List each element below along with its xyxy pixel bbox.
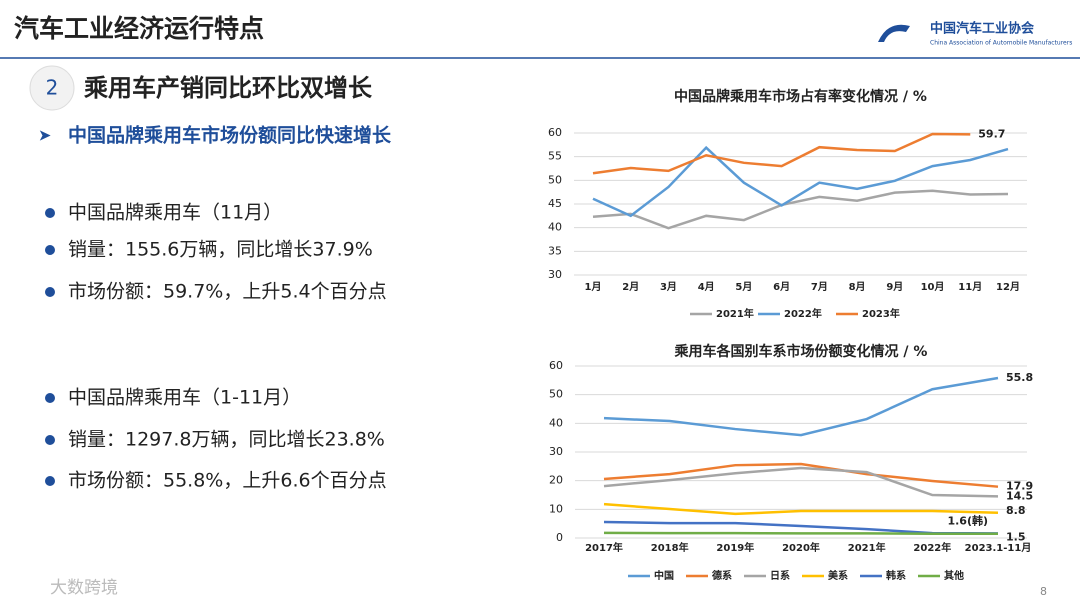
series-line [603, 376, 999, 437]
y-tick-label: 60 [549, 359, 563, 372]
series-line [592, 145, 1009, 218]
bullet-dot [45, 245, 55, 255]
bullet-text: 市场份额：59.7%，上升5.4个百分点 [68, 281, 387, 303]
x-tick-label: 3月 [660, 281, 677, 293]
x-tick-label: 2020年 [782, 541, 820, 554]
watermark: 大数跨境 [50, 578, 118, 598]
bullet-text: 中国品牌乘用车（11月） [68, 202, 282, 224]
subheading: 中国品牌乘用车市场份额同比快速增长 [68, 124, 392, 147]
bullet-dot [45, 208, 55, 218]
y-tick-label: 30 [549, 445, 563, 458]
bullet-text: 中国品牌乘用车（1-11月） [68, 387, 301, 409]
bullet-text: 销量：1297.8万辆，同比增长23.8% [68, 429, 385, 451]
y-tick-label: 55 [548, 150, 562, 163]
y-tick-label: 60 [548, 126, 562, 139]
series-line [603, 502, 999, 516]
value-label: 55.8 [1006, 371, 1033, 384]
value-label: 8.8 [1006, 504, 1026, 517]
legend-label: 美系 [828, 569, 848, 582]
legend-label: 中国 [654, 569, 674, 582]
x-tick-label: 2019年 [716, 541, 754, 554]
series-line [603, 531, 998, 535]
x-tick-label: 10月 [921, 281, 945, 293]
bullet-dot [45, 393, 55, 403]
y-tick-label: 45 [548, 197, 562, 210]
legend-label: 德系 [711, 569, 732, 582]
x-tick-label: 2018年 [651, 541, 689, 554]
value-label: 59.7 [978, 127, 1005, 140]
y-tick-label: 40 [549, 416, 563, 429]
x-tick-label: 2021年 [848, 541, 886, 554]
logo-subtext: China Association of Automobile Manufact… [930, 40, 1072, 47]
legend-label: 其他 [944, 569, 964, 582]
bullet-text: 销量：155.6万辆，同比增长37.9% [68, 239, 373, 261]
y-tick-label: 0 [556, 531, 563, 544]
heading: 乘用车产销同比环比双增长 [83, 74, 373, 102]
chart-title: 乘用车各国别车系市场份额变化情况 / % [674, 343, 928, 360]
y-tick-label: 35 [548, 244, 562, 257]
legend-label: 韩系 [886, 569, 906, 582]
y-tick-label: 30 [548, 268, 562, 281]
x-tick-label: 6月 [773, 281, 790, 293]
value-label: 1.6(韩) [947, 513, 988, 527]
y-tick-label: 10 [549, 502, 563, 515]
x-tick-label: 1月 [585, 281, 602, 293]
x-tick-label: 2017年 [585, 541, 623, 554]
x-tick-label: 7月 [811, 281, 828, 293]
series-line [592, 132, 971, 175]
logo-icon [878, 24, 910, 42]
x-tick-label: 5月 [735, 281, 752, 293]
section-badge [29, 65, 75, 111]
legend-label: 2023年 [862, 307, 900, 320]
bullet-dot [45, 435, 55, 445]
x-tick-label: 8月 [849, 281, 866, 293]
value-label: 1.5 [1006, 531, 1026, 544]
y-tick-label: 50 [549, 388, 563, 401]
x-tick-label: 2023.1-11月 [965, 542, 1032, 554]
value-label: 14.5 [1006, 489, 1033, 502]
bullet-dot [45, 287, 55, 297]
value-label: 17.9 [1006, 480, 1033, 493]
arrow-icon: ➤ [38, 126, 51, 145]
series-line [603, 466, 999, 498]
x-tick-label: 12月 [996, 281, 1020, 293]
section-number: 2 [46, 76, 59, 100]
bullet-dot [45, 476, 55, 486]
page-number: 8 [1040, 585, 1047, 598]
series-line [603, 462, 999, 488]
chart-title: 中国品牌乘用车市场占有率变化情况 / % [674, 88, 927, 105]
x-tick-label: 9月 [886, 281, 903, 293]
slide-title: 汽车工业经济运行特点 [14, 14, 264, 43]
series-line [592, 189, 1009, 230]
x-tick-label: 2022年 [913, 541, 951, 554]
bullet-text: 市场份额：55.8%，上升6.6个百分点 [68, 470, 387, 492]
legend-label: 日系 [770, 569, 790, 582]
legend-label: 2022年 [784, 307, 822, 320]
legend-label: 2021年 [716, 307, 754, 320]
logo-text: 中国汽车工业协会 [930, 21, 1035, 37]
x-tick-label: 11月 [958, 281, 982, 293]
y-tick-label: 20 [549, 474, 563, 487]
y-tick-label: 40 [548, 221, 562, 234]
x-tick-label: 2月 [622, 281, 639, 293]
x-tick-label: 4月 [698, 281, 715, 293]
y-tick-label: 50 [548, 173, 562, 186]
